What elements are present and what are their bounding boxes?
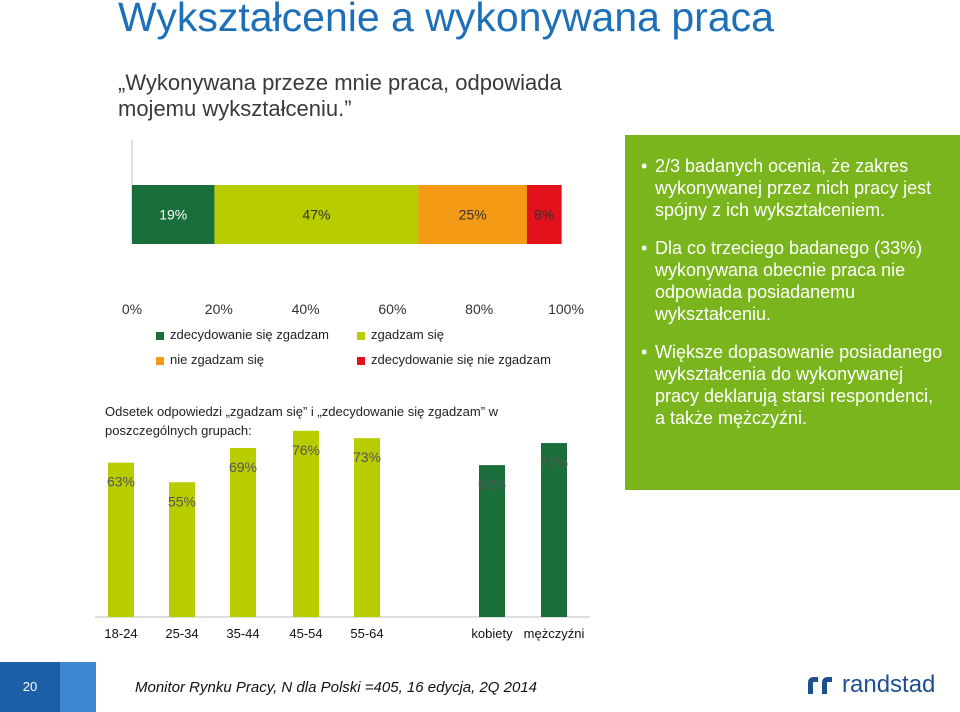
summary-bullet: • 2/3 badanych ocenia, że zakres wykonywa… [641,155,946,221]
summary-text: Większe dopasowanie posiadanego wykształ… [655,342,943,428]
x-category-label: mężczyźni [524,626,585,641]
x-tick-label: 60% [378,301,406,317]
segment-label: 25% [459,207,487,223]
segment-label: 19% [159,207,187,223]
summary-bullet: • Dla co trzeciego badanego (33%) wykonyw… [641,237,946,325]
legend-swatch-light-green [357,331,365,340]
x-category-label: 18-24 [104,626,137,641]
x-tick-label: 20% [205,301,233,317]
legend-item-agree: zgadzam się [357,327,444,342]
footer [0,662,960,712]
bar-value-label: 76% [292,442,320,458]
stacked-bar-segment [132,185,215,244]
bullet-icon: • [641,342,648,362]
page-number: 20 [0,662,60,712]
chart-note: Odsetek odpowiedzi „zgadzam się” i „zdec… [105,404,499,438]
bar [293,430,319,617]
bar-value-label: 55% [168,493,196,509]
stacked-bar-segment [418,185,527,244]
x-category-label: 55-64 [350,626,383,641]
legend-swatch-dark-green [156,331,164,340]
randstad-logo: randstad [806,668,935,702]
page-title: Wykształcenie a wykonywana praca [118,0,774,40]
group-bar-chart: 63% 18-24 55% 25-34 69% 35-44 76% 45-54 73% 55-64… [95,430,590,641]
bar [541,443,567,617]
stacked-bar-segment [526,185,562,244]
stacked-bar-chart: 19% 47% 25% 8% 0% 20% 40% 60% 80% 100% [122,140,584,317]
legend-label: nie zgadzam się [170,352,264,367]
summary-bullet: • Większe dopasowanie posiadanego wykszta… [641,341,946,429]
bar [230,447,256,617]
bar-value-label: 73% [353,449,381,465]
bar-value-label: 62% [478,476,506,492]
x-category-label: kobiety [471,626,513,641]
x-tick-label: 80% [465,301,493,317]
bullet-icon: • [641,156,648,176]
summary-box: • 2/3 badanych ocenia, że zakres wykonywa… [625,135,960,490]
legend-item-strongly-disagree: zdecydowanie się nie zgadzam [357,352,551,367]
summary-text: 2/3 badanych ocenia, że zakres wykonywan… [655,156,932,220]
bullet-icon: • [641,238,648,258]
bar-value-label: 71% [540,454,568,470]
bar [169,482,195,617]
page-number-accent [60,662,96,712]
bar [108,462,134,617]
bar-value-label: 69% [229,459,257,475]
summary-text: Dla co trzeciego badanego (33%) wykonywa… [655,238,923,324]
bar-value-label: 63% [107,474,135,490]
bar [479,465,505,617]
segment-label: 8% [534,207,554,223]
source-note: Monitor Rynku Pracy, N dla Polski =405, … [135,679,538,696]
x-tick-label: 0% [122,301,142,317]
x-tick-label: 100% [548,301,584,317]
segment-label: 47% [302,207,330,223]
stacked-bar-segment [214,185,419,244]
randstad-logo-icon [808,677,832,694]
x-category-label: 45-54 [289,626,322,641]
legend-item-strongly-agree: zdecydowanie się zgadzam [156,327,329,342]
x-category-label: 35-44 [226,626,259,641]
bar [354,438,380,617]
chart-question: „Wykonywana przeze mnie praca, odpowiada… [118,70,562,121]
legend-label: zdecydowanie się nie zgadzam [371,352,551,367]
legend-swatch-red [357,356,365,365]
logo-text: randstad [842,671,936,698]
x-category-label: 25-34 [165,626,198,641]
legend-swatch-orange [156,356,164,365]
legend-label: zdecydowanie się zgadzam [170,327,329,342]
legend-item-disagree: nie zgadzam się [156,352,264,367]
x-tick-label: 40% [292,301,320,317]
legend-label: zgadzam się [371,327,444,342]
